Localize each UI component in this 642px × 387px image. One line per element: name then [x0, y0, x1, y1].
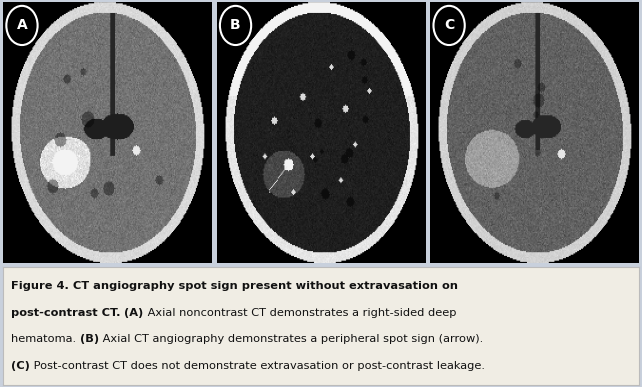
Text: (B): (B) — [80, 334, 99, 344]
Text: B: B — [230, 19, 241, 33]
Text: (A): (A) — [125, 308, 144, 318]
Text: Axial CT angiography demonstrates a peripheral spot sign (arrow).: Axial CT angiography demonstrates a peri… — [99, 334, 483, 344]
Text: C: C — [444, 19, 455, 33]
Text: A: A — [17, 19, 28, 33]
Text: Post-contrast CT does not demonstrate extravasation or post-contrast leakage.: Post-contrast CT does not demonstrate ex… — [30, 361, 485, 371]
Circle shape — [220, 6, 251, 45]
Circle shape — [433, 6, 465, 45]
Text: (C): (C) — [11, 361, 30, 371]
Circle shape — [6, 6, 38, 45]
Text: Axial noncontrast CT demonstrates a right-sided deep: Axial noncontrast CT demonstrates a righ… — [144, 308, 456, 318]
Text: post-contrast CT.: post-contrast CT. — [11, 308, 125, 318]
Text: hematoma.: hematoma. — [11, 334, 80, 344]
Text: Figure 4. CT angiography spot sign present without extravasation on: Figure 4. CT angiography spot sign prese… — [11, 281, 458, 291]
